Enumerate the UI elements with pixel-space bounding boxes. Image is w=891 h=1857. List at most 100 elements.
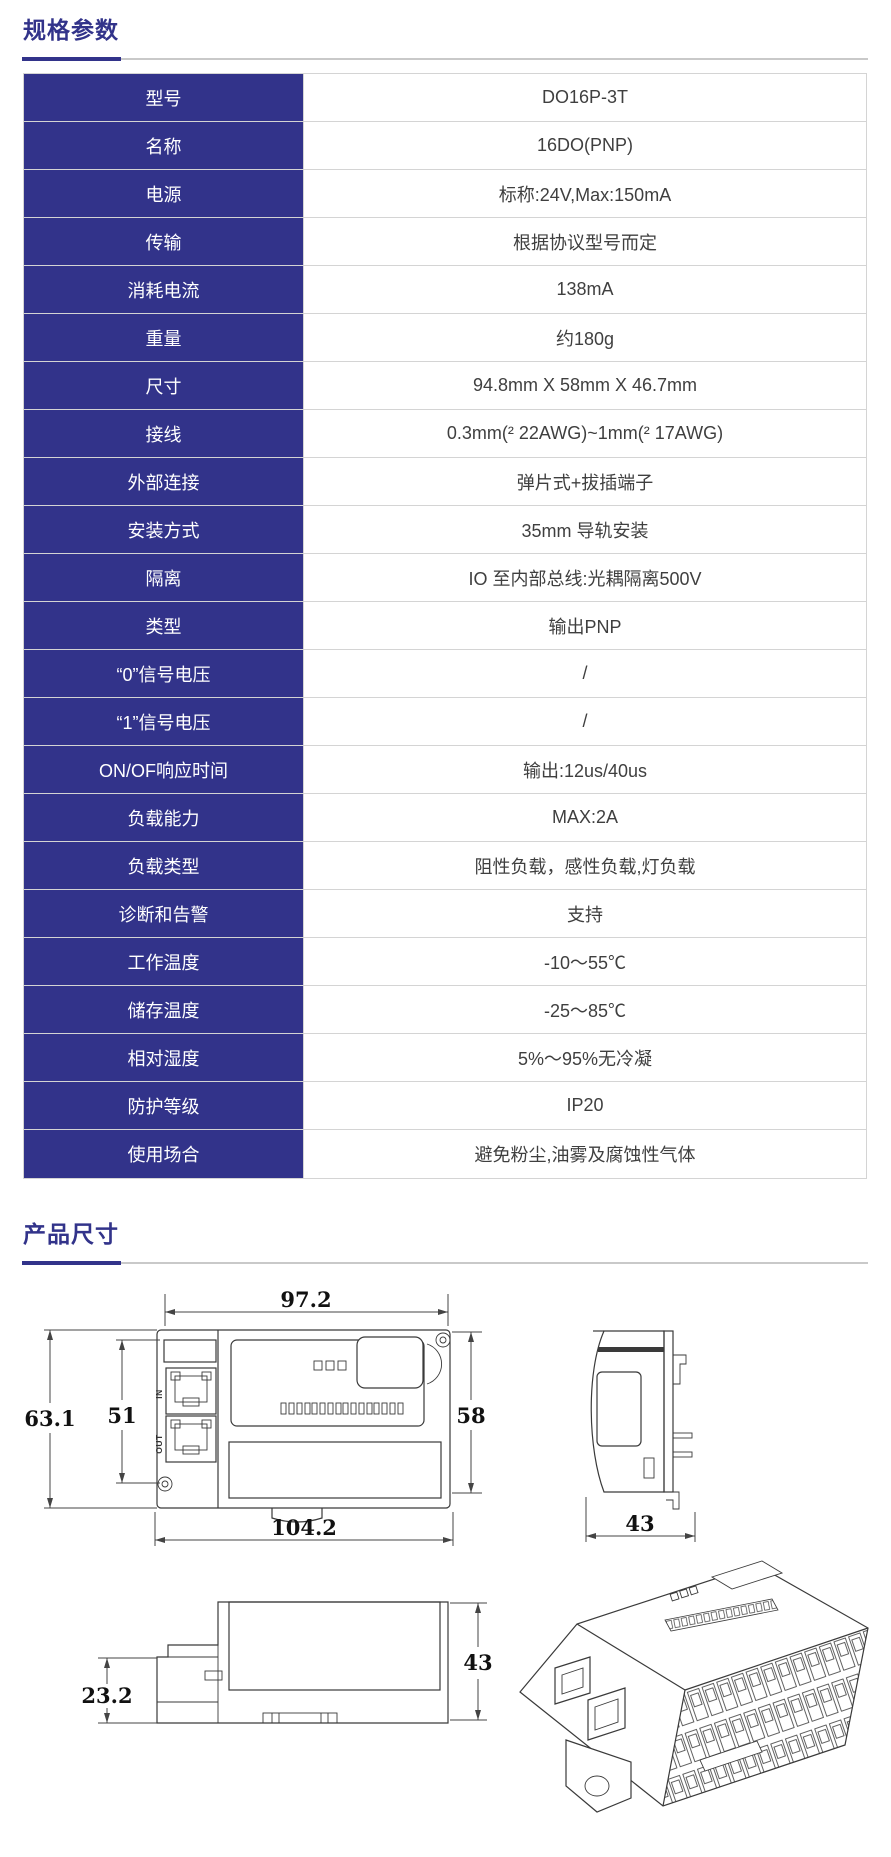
spec-value: IP20 [304,1082,866,1129]
table-row: ON/OF响应时间 输出:12us/40us [24,746,866,794]
top-connector [710,1560,784,1590]
din-rail-tab [699,1740,763,1772]
table-row: 尺寸 94.8mm X 58mm X 46.7mm [24,362,866,410]
spec-label: 电源 [24,170,304,217]
spec-label: 名称 [24,122,304,169]
dim-depth: 43 [625,1511,654,1536]
spec-label: 类型 [24,602,304,649]
table-row: 重量 约180g [24,314,866,362]
spec-value: / [304,650,866,697]
spec-value: 阻性负载，感性负载,灯负载 [304,842,866,889]
table-row: 传输 根据协议型号而定 [24,218,866,266]
spec-value: 0.3mm(² 22AWG)~1mm(² 17AWG) [304,410,866,457]
spec-value: 5%～95%无冷凝 [304,1034,866,1081]
spec-value: / [304,698,866,745]
spec-value: 输出:12us/40us [304,746,866,793]
spec-label: 诊断和告警 [24,890,304,937]
spec-value: IO 至内部总线:光耦隔离500V [304,554,866,601]
bottom-view-device [156,1601,449,1724]
dim-top-width: 97.2 [280,1287,331,1312]
spec-label: 安装方式 [24,506,304,553]
terminal-block [228,1601,441,1691]
table-row: “0”信号电压 / [24,650,866,698]
spec-value: 16DO(PNP) [304,122,866,169]
spec-label: 储存温度 [24,986,304,1033]
rule-gray-line [22,58,868,60]
spec-value: 94.8mm X 58mm X 46.7mm [304,362,866,409]
table-row: 使用场合 避免粉尘,油雾及腐蚀性气体 [24,1130,866,1178]
port-out-label: OUT [154,1434,164,1454]
spec-label: 负载能力 [24,794,304,841]
table-row: 相对湿度 5%～95%无冷凝 [24,1034,866,1082]
dim-outer-height: 63.1 [24,1406,75,1431]
table-row: 储存温度 -25～85℃ [24,986,866,1034]
front-view-device: IN OUT [154,1329,451,1523]
iso-view-drawing [519,1560,869,1813]
spec-label: 使用场合 [24,1130,304,1178]
spec-value: 根据协议型号而定 [304,218,866,265]
table-row: 消耗电流 138mA [24,266,866,314]
specs-title-rule [22,56,868,62]
side-view-dimensions: 43 [585,1497,696,1542]
spec-label: 消耗电流 [24,266,304,313]
table-row: 隔离 IO 至内部总线:光耦隔离500V [24,554,866,602]
spec-label: “0”信号电压 [24,650,304,697]
spec-value: 35mm 导轨安装 [304,506,866,553]
spec-value: 标称:24V,Max:150mA [304,170,866,217]
table-row: 诊断和告警 支持 [24,890,866,938]
table-row: 外部连接 弹片式+拔插端子 [24,458,866,506]
spec-label: 隔离 [24,554,304,601]
rj45-out-icon [587,1687,626,1741]
spec-label: 传输 [24,218,304,265]
rule-accent-segment [22,1261,121,1265]
table-row: 负载类型 阻性负载，感性负载,灯负载 [24,842,866,890]
din-rail-tab [271,1508,323,1523]
screw-hole-icon [435,1332,451,1348]
terminal-block [228,1441,442,1499]
table-row: “1”信号电压 / [24,698,866,746]
table-row: 接线 0.3mm(² 22AWG)~1mm(² 17AWG) [24,410,866,458]
specs-section-title: 规格参数 [23,17,119,43]
table-row: 电源 标称:24V,Max:150mA [24,170,866,218]
rj45-in-icon: IN [154,1367,217,1415]
rule-gray-line [22,1262,868,1264]
table-row: 防护等级 IP20 [24,1082,866,1130]
dim-depth: 43 [463,1650,492,1675]
io-led-row [280,1402,404,1415]
side-view-device [590,1330,693,1510]
spec-value: 避免粉尘,油雾及腐蚀性气体 [304,1130,866,1178]
spec-label: 外部连接 [24,458,304,505]
spec-value: 138mA [304,266,866,313]
screw-hole-icon [157,1476,173,1492]
iso-device [519,1560,869,1813]
spec-value: 输出PNP [304,602,866,649]
status-led-cluster [313,1360,347,1371]
rule-accent-segment [22,57,121,61]
dims-title-rule [22,1260,868,1266]
dims-section-title: 产品尺寸 [23,1221,119,1247]
dim-terminal-depth: 23.2 [81,1683,132,1708]
spec-value: 约180g [304,314,866,361]
spec-label: 负载类型 [24,842,304,889]
io-led-row [664,1598,779,1632]
spec-value: DO16P-3T [304,74,866,121]
dim-right-height: 58 [456,1403,485,1428]
spec-value: 支持 [304,890,866,937]
side-label-panel [596,1371,642,1447]
table-row: 名称 16DO(PNP) [24,122,866,170]
table-row: 类型 输出PNP [24,602,866,650]
rj45-out-icon: OUT [154,1415,217,1463]
bottom-view-drawing: 23.2 43 [81,1601,493,1724]
spec-label: 防护等级 [24,1082,304,1129]
status-led-cluster [669,1585,699,1602]
spec-label: 重量 [24,314,304,361]
table-row: 负载能力 MAX:2A [24,794,866,842]
table-row: 安装方式 35mm 导轨安装 [24,506,866,554]
spec-label: 相对湿度 [24,1034,304,1081]
spec-label: ON/OF响应时间 [24,746,304,793]
bottom-view-dimensions: 23.2 43 [81,1602,493,1724]
din-rail-tab [262,1712,338,1724]
spec-label: 工作温度 [24,938,304,985]
spec-value: -25～85℃ [304,986,866,1033]
front-view-dimensions: 97.2 63.1 51 58 104.2 [24,1287,486,1546]
